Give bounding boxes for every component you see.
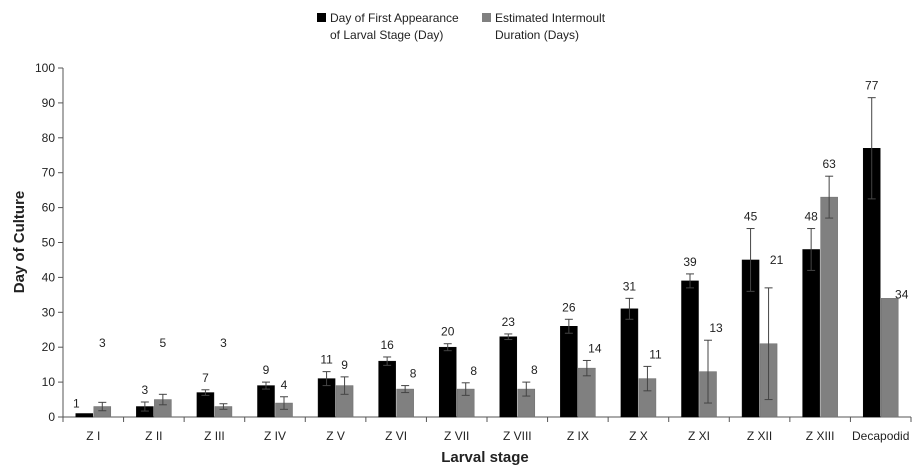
legend-label-series-1-line-1: Day of First Appearance xyxy=(330,11,459,25)
y-tick-label: 30 xyxy=(42,305,56,319)
data-label: 11 xyxy=(649,347,662,361)
x-tick-label: Z IX xyxy=(567,429,589,443)
y-tick-label: 100 xyxy=(35,61,55,75)
bar xyxy=(802,249,820,418)
y-tick-label: 40 xyxy=(42,270,56,284)
data-label: 3 xyxy=(220,336,227,350)
x-tick-label: Z I xyxy=(86,429,100,443)
data-label: 21 xyxy=(770,253,784,267)
y-tick-label: 60 xyxy=(42,201,56,215)
y-tick-label: 50 xyxy=(42,236,56,250)
x-tick-label: Z V xyxy=(326,429,345,443)
data-label: 48 xyxy=(804,210,818,224)
y-tick-label: 90 xyxy=(42,96,56,110)
bar xyxy=(499,336,518,418)
bar xyxy=(438,346,457,418)
bar xyxy=(620,308,639,418)
y-tick-label: 80 xyxy=(42,131,56,145)
data-label: 26 xyxy=(562,300,576,314)
legend: Day of First Appearance of Larval Stage … xyxy=(317,11,606,42)
x-tick-label: Decapodid xyxy=(852,429,909,443)
bar xyxy=(880,298,899,418)
bar xyxy=(75,413,94,418)
legend-swatch-series-1 xyxy=(317,13,326,22)
data-label: 77 xyxy=(865,79,879,93)
bar xyxy=(560,326,578,418)
legend-label-series-2-line-1: Estimated Intermoult xyxy=(495,11,606,25)
x-tick-label: Z VIII xyxy=(503,429,532,443)
x-tick-label: Z XIII xyxy=(806,429,835,443)
data-label: 31 xyxy=(623,279,637,293)
legend-label-series-2-line-2: Duration (Days) xyxy=(495,28,579,42)
y-tick-label: 0 xyxy=(48,410,55,424)
data-label: 63 xyxy=(822,157,836,171)
x-tick-label: Z VI xyxy=(385,429,407,443)
data-label: 9 xyxy=(341,358,348,372)
bar xyxy=(681,280,699,418)
data-label: 16 xyxy=(380,338,394,352)
data-label: 3 xyxy=(142,383,149,397)
data-label: 5 xyxy=(160,336,167,350)
legend-label-series-1-line-2: of Larval Stage (Day) xyxy=(330,28,443,42)
legend-swatch-series-2 xyxy=(482,13,491,22)
data-label: 14 xyxy=(588,341,602,355)
bar xyxy=(378,360,396,418)
x-tick-label: Z III xyxy=(204,429,225,443)
x-tick-label: Z II xyxy=(145,429,162,443)
data-label: 39 xyxy=(683,255,697,269)
bar xyxy=(257,385,275,418)
data-label: 13 xyxy=(709,321,723,335)
x-tick-label: Z X xyxy=(629,429,648,443)
bar xyxy=(196,392,215,418)
data-label: 7 xyxy=(202,371,209,385)
data-label: 20 xyxy=(441,325,455,339)
y-tick-label: 20 xyxy=(42,340,56,354)
x-tick-label: Z XII xyxy=(747,429,772,443)
data-label: 8 xyxy=(531,363,538,377)
x-tick-label: Z IV xyxy=(264,429,286,443)
plot-area: 0 10 20 30 40 50 60 70 80 90 100 Z I Z II Z III Z IV Z … xyxy=(35,61,912,443)
x-tick-label: Z VII xyxy=(444,429,469,443)
data-label: 8 xyxy=(470,364,477,378)
y-axis-title: Day of Culture xyxy=(11,191,28,294)
data-label: 1 xyxy=(73,397,80,411)
data-label: 4 xyxy=(281,378,288,392)
y-tick-label: 10 xyxy=(42,375,56,389)
data-label: 23 xyxy=(502,315,516,329)
data-label: 3 xyxy=(99,336,106,350)
data-label: 9 xyxy=(263,363,270,377)
y-tick-label: 70 xyxy=(42,166,56,180)
x-tick-label: Z XI xyxy=(688,429,710,443)
data-label: 45 xyxy=(744,210,758,224)
data-label: 34 xyxy=(895,287,909,301)
data-label: 11 xyxy=(320,353,333,367)
data-label: 8 xyxy=(410,367,417,381)
bar xyxy=(396,388,414,418)
bar xyxy=(820,196,838,418)
x-axis-title: Larval stage xyxy=(441,449,529,466)
